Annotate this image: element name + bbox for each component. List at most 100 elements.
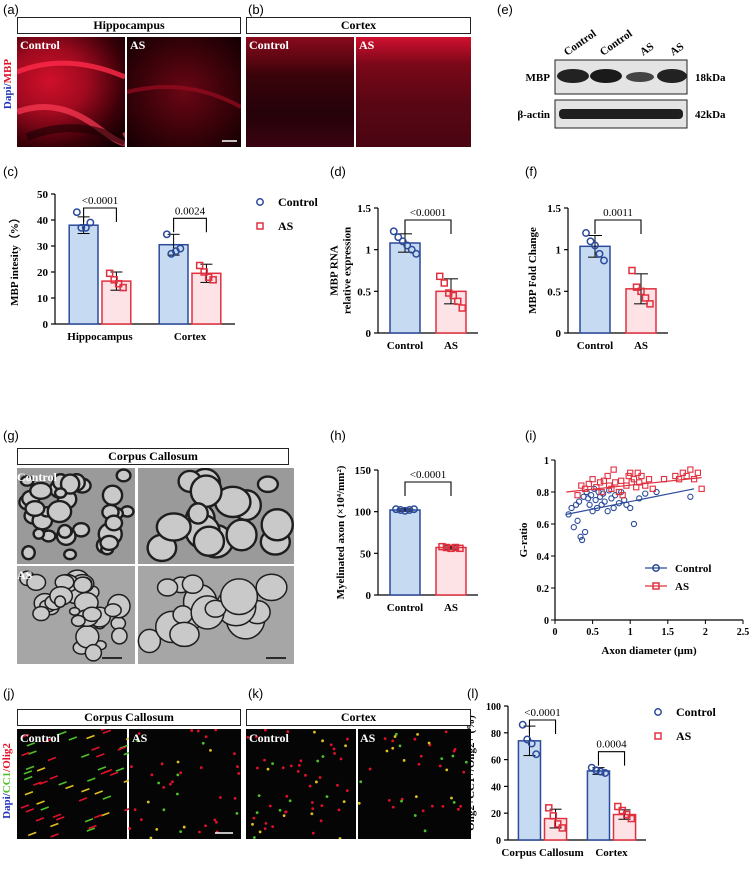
if-k-cell-1-20 [427, 741, 431, 745]
panel-label-h: (h) [330, 428, 346, 443]
h-point-0-3 [405, 506, 414, 514]
c-point-0-1-2 [114, 279, 123, 288]
if-k-cell-1-35 [383, 737, 387, 741]
l-bar-1-0 [586, 770, 611, 841]
if-k-cell-0-47 [284, 810, 287, 814]
if-j-cell-1-14 [233, 796, 237, 800]
i-point-1-18 [625, 472, 632, 480]
f-point-0-0 [582, 229, 590, 237]
if-j-cell-1-20 [150, 773, 154, 777]
if-k-cell-1-11 [393, 735, 397, 738]
i-point-1-14 [615, 488, 623, 496]
if-k-cell-1-38 [462, 770, 466, 774]
c-x-label-0: Hippocampus [67, 331, 133, 343]
d-point-0-1 [394, 233, 403, 242]
f-point-1-4 [646, 300, 654, 308]
chart-i: 0 0.2 0.4 0.6 0.8 1 0 0.5 1 1.5 2 2.5 Axon diameter … [518, 456, 749, 657]
if-j-cell-1-15 [235, 811, 239, 815]
d-y-label-line-2: relative expression [342, 227, 354, 314]
if-k-cell-0-42 [304, 773, 307, 777]
i-point-0-25 [608, 495, 615, 502]
i-point-0-12 [586, 501, 593, 508]
if-j-cell-0-8 [97, 766, 107, 771]
i-x-tick-label-1: 0.5 [586, 627, 599, 638]
tem-axon-3-6 [172, 605, 194, 625]
if-j-cell-1-31 [139, 818, 143, 822]
i-y-tick-label-2: 0.4 [537, 552, 550, 563]
i-point-0-9 [581, 528, 589, 536]
tem-axon-1-13 [192, 525, 226, 557]
h-y-tick-label-1: 50 [360, 548, 372, 560]
if-j-cell-1-38 [213, 818, 217, 822]
i-point-1-16 [619, 492, 626, 499]
if-k-cell-1-9 [451, 754, 455, 758]
l-y-tick-label-0: 0 [496, 836, 501, 847]
if-k-cell-1-39 [400, 799, 403, 803]
tem-axon-3-15 [219, 578, 259, 616]
if-k-cell-0-25 [266, 767, 270, 771]
if-k-cell-1-30 [402, 759, 406, 762]
c-point-1-0-0 [162, 230, 171, 239]
f-point-0-3 [595, 249, 604, 258]
if-j-cell-0-7 [65, 784, 74, 790]
c-point-0-1-1 [110, 276, 118, 284]
if-j-cell-1-9 [204, 735, 208, 739]
blot-lane-3: AS [638, 41, 656, 59]
tem-axon-0-6 [63, 548, 78, 561]
l-y-tick-label-4: 80 [491, 729, 501, 740]
i-point-1-19 [627, 469, 634, 476]
i-point-1-23 [634, 469, 641, 476]
panel-label-a: (a) [3, 2, 19, 17]
tem-axon-0-28 [19, 475, 35, 487]
if-j-cell-1-8 [219, 796, 222, 799]
i-point-0-35 [642, 490, 649, 497]
legend-c-entry-1: AS [278, 219, 294, 233]
if-k-cell-0-45 [329, 743, 333, 747]
tem-label-control: Control [17, 470, 57, 484]
if-k-cell-0-32 [332, 747, 336, 751]
if-k-cell-0-12 [263, 827, 267, 831]
if-k-cell-0-29 [346, 737, 349, 741]
i-point-1-15 [618, 477, 625, 484]
tem-axon-0-23 [59, 473, 81, 495]
i-point-0-27 [612, 492, 619, 499]
if-j-cell-0-43 [40, 806, 50, 811]
h-point-1-1 [442, 543, 451, 552]
tem-axon-2-26 [53, 595, 67, 608]
if-k-cell-0-18 [288, 799, 292, 803]
l-point-1-1-3 [627, 814, 636, 823]
if-j-label-as: AS [132, 731, 148, 745]
h-x-label-1: AS [444, 602, 458, 614]
if-j-cell-0-35 [33, 781, 42, 786]
if-k-cell-1-0 [368, 767, 372, 771]
if-k-cell-0-31 [255, 811, 259, 815]
h-point-0-2 [401, 506, 409, 515]
l-x-label-0: Corpus Callosum [501, 847, 583, 859]
if-k-cell-0-20 [311, 831, 315, 835]
if-cortex [246, 729, 471, 839]
if-j-cell-0-4 [49, 775, 59, 780]
if-j-cell-1-30 [171, 780, 174, 784]
stain-label-dapi-cc1-olig2: Dapi/CC1/Olig2 [1, 743, 13, 819]
d-y-tick-label-0: 0 [366, 328, 372, 340]
tem-axon-1-10 [260, 508, 294, 542]
if-j-label-control: Control [20, 731, 60, 745]
panel-label-g: (g) [3, 428, 19, 443]
if-k-cell-0-26 [296, 770, 300, 773]
l-sig-bracket-0 [528, 719, 557, 734]
d-point-0-4 [407, 245, 416, 254]
d-y-tick-label-1: 0.5 [357, 286, 371, 298]
legend-c-marker-0 [256, 198, 264, 206]
tem-axon-1-14 [187, 502, 209, 525]
if-j-cell-0-3 [84, 817, 94, 823]
if-k-cell-0-36 [321, 755, 325, 758]
i-trend-1 [566, 477, 702, 493]
if-j-cell-1-0 [155, 828, 159, 831]
if-k-cell-1-6 [450, 796, 453, 800]
tem-axon-2-28 [32, 605, 51, 622]
c-point-0-1-3 [119, 283, 127, 292]
if-k-cell-1-36 [444, 730, 448, 734]
if-k-cell-1-15 [414, 795, 418, 799]
if-k-cell-0-27 [299, 759, 303, 763]
